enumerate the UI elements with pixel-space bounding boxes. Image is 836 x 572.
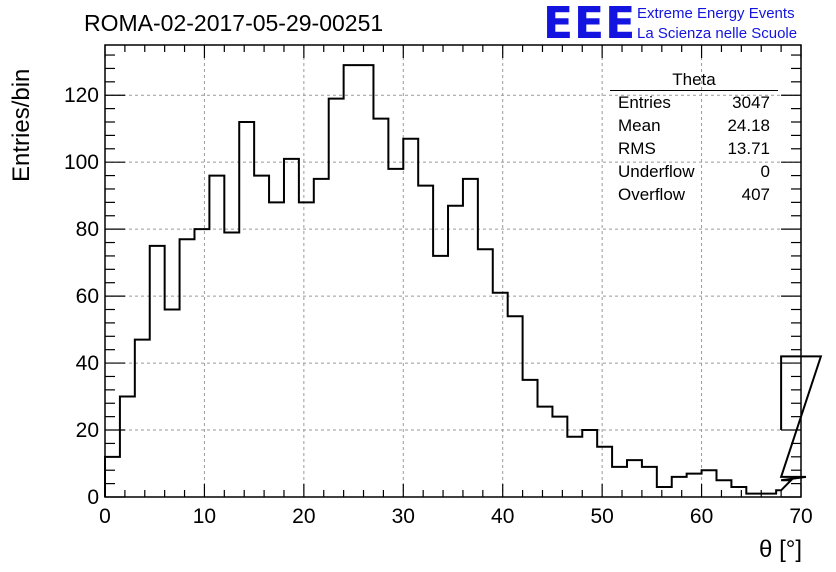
stats-label: Overflow (618, 185, 686, 204)
x-tick-label: 40 (491, 505, 514, 528)
histogram-bin (493, 293, 508, 497)
logo-subtitle-2: La Scienza nelle Scuole (637, 25, 798, 42)
histogram-bin (388, 169, 403, 497)
histogram-bin (463, 179, 478, 497)
histogram-bin (478, 249, 493, 497)
histogram-bin (105, 457, 120, 497)
y-axis-label: Entries/bin (8, 68, 35, 182)
histogram-bin (552, 417, 567, 497)
x-tick-label: 50 (590, 505, 613, 528)
axis-ticks (104, 45, 802, 498)
run-title: ROMA-02-2017-05-29-00251 (84, 10, 384, 36)
histogram-bin (120, 397, 135, 497)
y-tick-label: 60 (76, 285, 99, 308)
histogram-bin (344, 65, 359, 497)
histogram-bin (672, 477, 687, 497)
stats-title: Theta (610, 70, 778, 91)
y-tick-label: 40 (76, 352, 99, 375)
x-tick-label: 60 (690, 505, 713, 528)
x-tick-label: 10 (193, 505, 216, 528)
histogram-bin (314, 179, 329, 497)
histogram-bin (508, 316, 523, 497)
stats-value: 407 (741, 185, 770, 204)
histogram-bin (582, 430, 597, 497)
histogram-bin (657, 487, 672, 497)
histogram-bin (269, 202, 284, 497)
y-tick-labels: 0 20 40 60 80 100 120 (64, 84, 99, 509)
histogram-bin (150, 246, 165, 497)
plot-frame (104, 44, 802, 498)
histogram-bin (597, 447, 612, 497)
histogram-bin (716, 480, 731, 497)
grid-lines (105, 45, 801, 497)
histogram-bin (731, 487, 746, 497)
stats-row-overflow: Overflow 407 (610, 183, 778, 206)
x-tick-label: 70 (789, 505, 812, 528)
y-tick-label: 20 (76, 419, 99, 442)
histogram-bin (642, 467, 657, 497)
stats-value: 13.71 (727, 139, 770, 158)
histogram-bin (180, 239, 195, 497)
histogram-bin (209, 176, 224, 497)
x-tick-label: 20 (292, 505, 315, 528)
y-tick-label: 120 (64, 84, 99, 107)
histogram-series (104, 64, 823, 497)
histogram-bin (135, 340, 150, 497)
stats-row-entries: Entries 3047 (610, 91, 778, 114)
histogram-bin (359, 65, 374, 497)
histogram-bin (165, 310, 180, 497)
eee-logo: EEE (543, 0, 637, 49)
y-tick-label: 80 (76, 218, 99, 241)
histogram-line (104, 64, 823, 497)
histogram-bin (224, 232, 239, 497)
histogram-bin (284, 159, 299, 497)
stats-row-rms: RMS 13.71 (610, 137, 778, 160)
stats-row-underflow: Underflow 0 (610, 160, 778, 183)
stats-box: Theta Entries 3047 Mean 24.18 RMS 13.71 … (610, 70, 778, 206)
y-tick-label: 100 (64, 151, 99, 174)
stats-label: Entries (618, 93, 671, 112)
stats-label: Underflow (618, 162, 695, 181)
histogram-bin (254, 176, 269, 497)
histogram-bin (687, 474, 702, 497)
histogram-bin (523, 380, 538, 497)
stats-label: Mean (618, 116, 661, 135)
histogram-bin (448, 206, 463, 497)
x-tick-label: 0 (99, 505, 111, 528)
stats-value: 0 (760, 162, 770, 181)
histogram-bin (538, 407, 553, 497)
x-tick-label: 30 (392, 505, 415, 528)
histogram-bin (567, 437, 582, 497)
logo-subtitle-1: Extreme Energy Events (637, 5, 795, 22)
histogram-bin (433, 256, 448, 497)
x-tick-labels: 0 10 20 30 40 50 60 70 (99, 505, 813, 528)
stats-value: 3047 (732, 93, 770, 112)
stats-value: 24.18 (727, 116, 770, 135)
stats-label: RMS (618, 139, 656, 158)
y-tick-label: 0 (87, 486, 99, 509)
histogram-bin (627, 460, 642, 497)
histogram-bin (702, 470, 717, 497)
histogram-bin (329, 99, 344, 497)
histogram-bin (299, 202, 314, 497)
histogram-bin (418, 186, 433, 497)
stats-row-mean: Mean 24.18 (610, 114, 778, 137)
histogram-bin (403, 139, 418, 497)
histogram-bin (239, 122, 254, 497)
x-axis-label: θ [°] (759, 536, 802, 563)
histogram-bin (194, 229, 209, 497)
histogram-bin (373, 119, 388, 497)
histogram-bin (612, 467, 627, 497)
